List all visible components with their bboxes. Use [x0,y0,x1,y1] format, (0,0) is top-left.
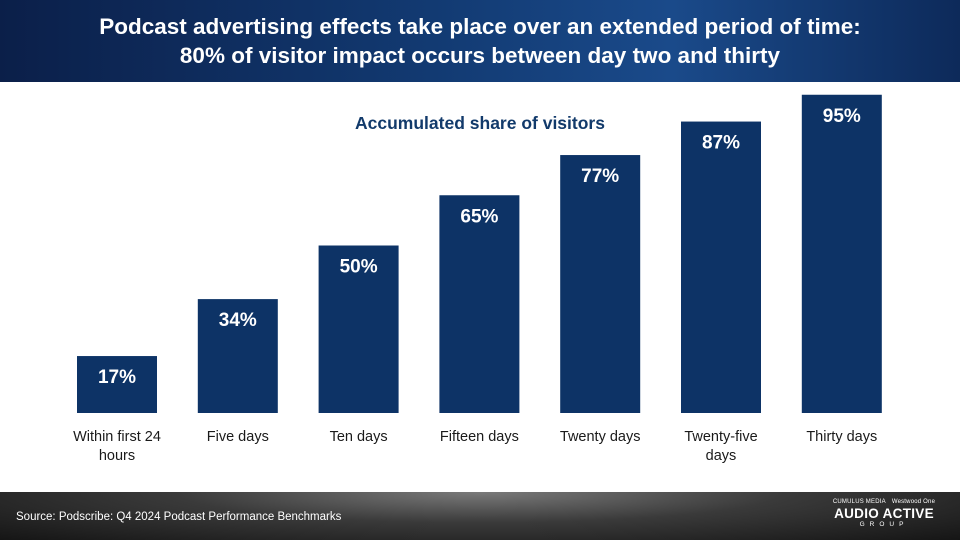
bar-6 [681,121,761,414]
source-note: Source: Podscribe: Q4 2024 Podcast Perfo… [16,511,342,523]
chart-title: Accumulated share of visitors [355,113,605,133]
audio-active-group-logo: CUMULUS MEDIA Westwood One AUDIO ACTIVE … [824,498,944,536]
logo-cumulus: CUMULUS MEDIA [832,499,886,505]
header-banner: Podcast advertising effects take place o… [0,0,960,82]
bar-value-label-5: 77% [581,166,619,187]
category-label-2: Five days [207,429,269,445]
page-title: Podcast advertising effects take place o… [99,12,860,70]
category-label-1: Within first 24 hours [73,429,161,464]
category-label-4: Fifteen days [440,429,519,445]
bar-3 [318,245,399,413]
bar-value-label-3: 50% [340,257,378,278]
category-label-6: Twenty-five days [684,429,757,464]
category-label-7: Thirty days [806,429,877,445]
bar-value-label-2: 34% [219,310,257,331]
category-label-5: Twenty days [560,429,641,445]
bar-value-label-6: 87% [702,133,740,154]
bar-4 [439,195,520,413]
bar-5 [560,155,641,414]
bar-value-label-4: 65% [460,206,498,227]
logo-main-text: AUDIO ACTIVE [834,506,934,521]
category-label-3: Ten days [330,429,388,445]
page-title-line-2: 80% of visitor impact occurs between day… [179,43,781,68]
logo-westwood: Westwood One [891,499,936,505]
logo-top-row: CUMULUS MEDIA Westwood One [824,498,944,506]
bar-7 [801,94,882,413]
bar-value-label-1: 17% [98,367,136,388]
bar-chart: 17% Within first 24 hours 34% Five days 50% Te… [73,94,882,464]
logo-sub-text: GROUP [859,521,909,528]
bar-2 [197,299,278,413]
footer: Source: Podscribe: Q4 2024 Podcast Perfo… [0,492,960,540]
page-title-line-1: Podcast advertising effects take place o… [99,14,861,39]
bar-1 [77,356,157,413]
bar-value-label-7: 95% [823,106,861,127]
